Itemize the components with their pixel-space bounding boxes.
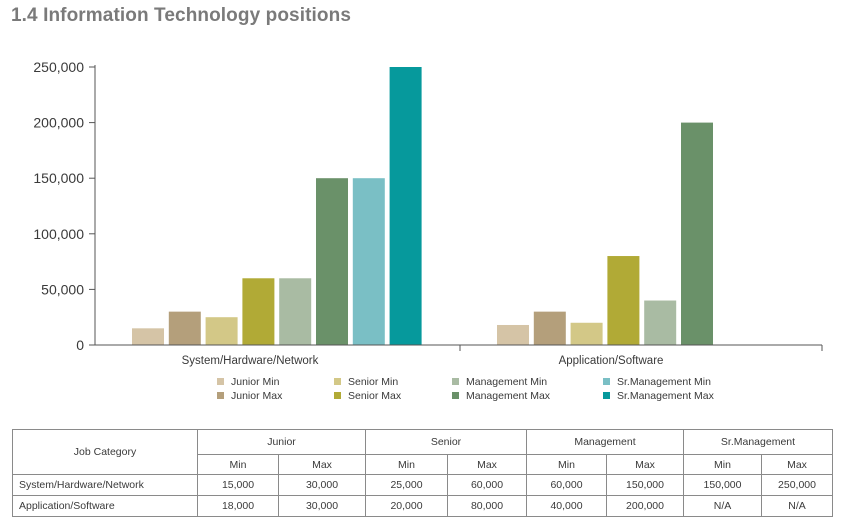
table-corner-header: Job Category	[12, 429, 198, 475]
y-tick-label: 150,000	[33, 170, 84, 186]
bar	[607, 256, 640, 345]
table-cell: 15,000	[197, 474, 279, 496]
table-cell: 18,000	[197, 495, 279, 517]
table-cell: 40,000	[526, 495, 607, 517]
bar	[644, 300, 677, 345]
bar	[533, 311, 566, 345]
y-axis: 250,000 200,000 150,000 100,000 50,000 0	[33, 59, 96, 353]
bar	[681, 122, 713, 345]
table-cell: 60,000	[447, 474, 527, 496]
table-header-row: Job Category Junior Senior Management Sr…	[12, 429, 833, 475]
bar	[570, 322, 603, 345]
legend-swatch	[334, 378, 341, 385]
legend-swatch	[603, 392, 610, 399]
table-cell: N/A	[683, 495, 762, 517]
table-row: System/Hardware/Network 15,000 30,000 25…	[12, 474, 833, 496]
bar	[242, 278, 275, 345]
sub-header: Min	[365, 454, 448, 475]
y-tick-label: 250,000	[33, 59, 84, 75]
table-cell: 200,000	[606, 495, 684, 517]
row-label: Application/Software	[12, 495, 198, 517]
table-cell: N/A	[761, 495, 833, 517]
table-cell: 30,000	[278, 474, 366, 496]
legend-swatch	[452, 392, 459, 399]
sub-header: Max	[606, 454, 684, 475]
bar	[389, 67, 422, 345]
sub-header: Min	[526, 454, 607, 475]
chart-legend: Junior Min Senior Min Management Min Sr.Man…	[217, 376, 715, 402]
bar	[352, 178, 385, 345]
sub-header: Min	[683, 454, 762, 475]
legend-label: Management Min	[466, 376, 547, 388]
table-cell: 25,000	[365, 474, 448, 496]
legend-label: Sr.Management Min	[617, 376, 711, 388]
bar	[279, 278, 312, 345]
table-cell: 150,000	[683, 474, 762, 496]
sub-header: Max	[447, 454, 527, 475]
table-cell: 80,000	[447, 495, 527, 517]
legend-label: Junior Max	[231, 390, 283, 402]
group-header-management: Management	[526, 429, 684, 455]
legend-swatch	[603, 378, 610, 385]
y-tick-label: 200,000	[33, 115, 84, 131]
x-category-label: System/Hardware/Network	[182, 355, 319, 367]
table-cell: 150,000	[606, 474, 684, 496]
bar	[132, 328, 164, 345]
legend-swatch	[217, 392, 224, 399]
row-label: System/Hardware/Network	[12, 474, 198, 496]
sub-header: Min	[197, 454, 279, 475]
y-tick-label: 0	[76, 337, 84, 353]
table-cell: 20,000	[365, 495, 448, 517]
legend-label: Management Max	[466, 390, 551, 402]
bar	[168, 311, 201, 345]
y-tick-label: 50,000	[41, 281, 84, 297]
salary-table: Job Category Junior Senior Management Sr…	[12, 429, 833, 517]
chart-bars	[132, 67, 713, 345]
bar	[316, 178, 348, 345]
table-cell: 250,000	[761, 474, 833, 496]
table-row: Application/Software 18,000 30,000 20,00…	[12, 495, 833, 517]
legend-label: Junior Min	[231, 376, 280, 388]
group-header-junior: Junior	[197, 429, 366, 455]
group-header-senior: Senior	[365, 429, 527, 455]
legend-swatch	[452, 378, 459, 385]
y-tick-label: 100,000	[33, 226, 84, 242]
table-cell: 30,000	[278, 495, 366, 517]
x-category-label: Application/Software	[559, 355, 664, 367]
sub-header: Max	[761, 454, 833, 475]
bar	[497, 324, 529, 345]
legend-swatch	[217, 378, 224, 385]
legend-label: Sr.Management Max	[617, 390, 715, 402]
bar	[205, 317, 238, 345]
group-header-sr-management: Sr.Management	[683, 429, 833, 455]
page-title: 1.4 Information Technology positions	[11, 5, 351, 26]
x-axis: System/Hardware/Network Application/Softw…	[95, 344, 823, 367]
table-cell: 60,000	[526, 474, 607, 496]
legend-swatch	[334, 392, 341, 399]
legend-label: Senior Min	[348, 376, 398, 388]
sub-header: Max	[278, 454, 366, 475]
legend-label: Senior Max	[348, 390, 402, 402]
bar-chart: 250,000 200,000 150,000 100,000 50,000 0 Syst…	[33, 59, 823, 402]
